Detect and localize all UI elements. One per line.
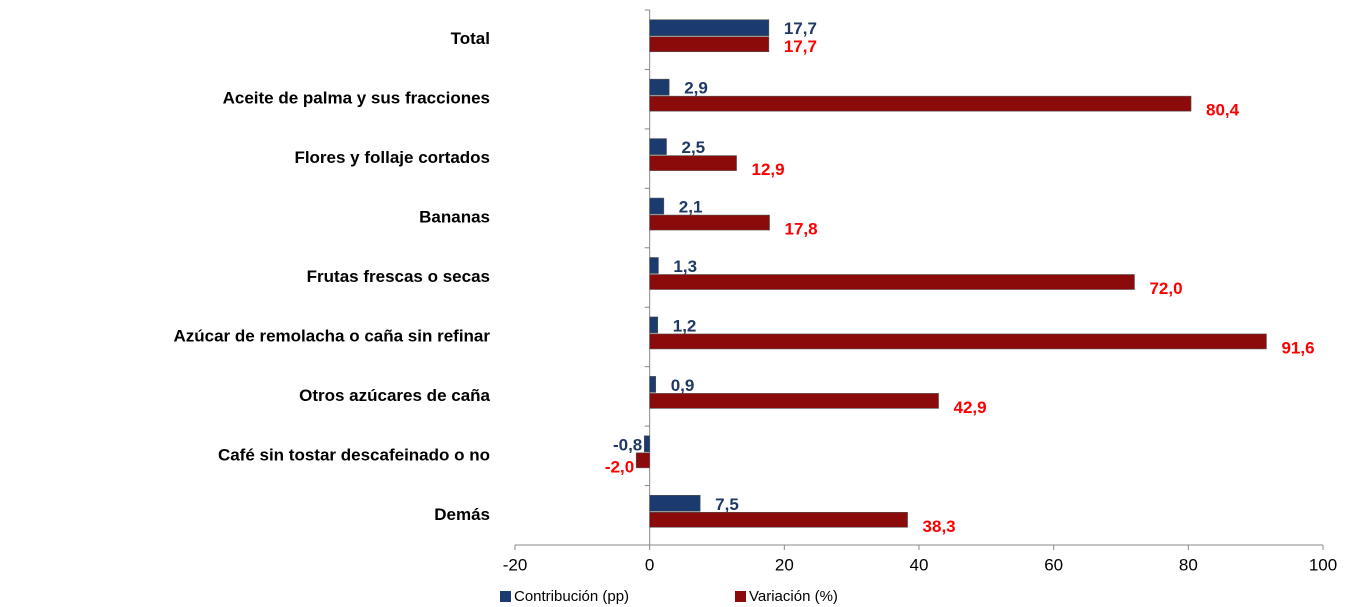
bar	[649, 316, 659, 334]
x-tick-label: -20	[503, 555, 528, 574]
data-label: 42,9	[954, 398, 987, 417]
x-tick-label: 40	[910, 555, 929, 574]
category-label: Total	[451, 29, 490, 48]
bar	[649, 257, 659, 274]
data-label: 17,8	[785, 220, 818, 239]
data-label: 80,4	[1206, 101, 1240, 120]
legend-swatch	[500, 591, 511, 602]
x-tick-label: 100	[1309, 555, 1337, 574]
bar	[649, 393, 939, 409]
bar	[649, 197, 665, 215]
category-label: Frutas frescas o secas	[307, 267, 490, 286]
bar	[649, 274, 1135, 290]
data-label: 2,5	[682, 138, 706, 157]
data-label: 72,0	[1149, 279, 1182, 298]
data-label: 2,9	[684, 79, 708, 98]
legend-swatch	[735, 591, 746, 602]
x-tick-label: 60	[1044, 555, 1063, 574]
data-label: 12,9	[752, 160, 785, 179]
x-tick-label: 80	[1179, 555, 1198, 574]
category-label: Azúcar de remolacha o caña sin refinar	[173, 326, 490, 345]
data-label: 91,6	[1281, 338, 1314, 357]
data-label: 2,1	[679, 198, 703, 217]
data-label: 17,7	[784, 19, 817, 38]
data-label: 1,2	[673, 316, 697, 335]
legend-label: Variación (%)	[749, 588, 838, 605]
bar	[649, 376, 657, 393]
bar	[649, 138, 667, 155]
bar	[649, 511, 908, 528]
data-label: -0,8	[613, 435, 642, 454]
x-tick-label: 20	[775, 555, 794, 574]
category-label: Bananas	[419, 208, 490, 227]
bar	[649, 19, 770, 37]
data-label: 17,7	[784, 37, 817, 56]
bar	[649, 494, 701, 512]
bar	[649, 78, 670, 96]
bar	[635, 452, 650, 469]
data-label: 0,9	[671, 376, 695, 395]
data-label: 38,3	[923, 517, 956, 536]
bar	[649, 155, 737, 171]
data-label: 7,5	[715, 495, 739, 514]
bar	[649, 36, 770, 53]
category-label: Café sin tostar descafeinado o no	[218, 445, 490, 464]
category-label: Demás	[434, 505, 490, 524]
bar	[649, 333, 1267, 350]
category-label: Aceite de palma y sus fracciones	[223, 89, 490, 108]
data-label: -2,0	[605, 457, 634, 476]
bar	[649, 95, 1192, 112]
x-tick-label: 0	[645, 555, 654, 574]
bar	[643, 435, 650, 453]
legend-label: Contribución (pp)	[514, 588, 629, 605]
bar	[649, 214, 770, 231]
data-label: 1,3	[673, 257, 697, 276]
category-label: Flores y follaje cortados	[294, 148, 490, 167]
category-label: Otros azúcares de caña	[299, 386, 490, 405]
